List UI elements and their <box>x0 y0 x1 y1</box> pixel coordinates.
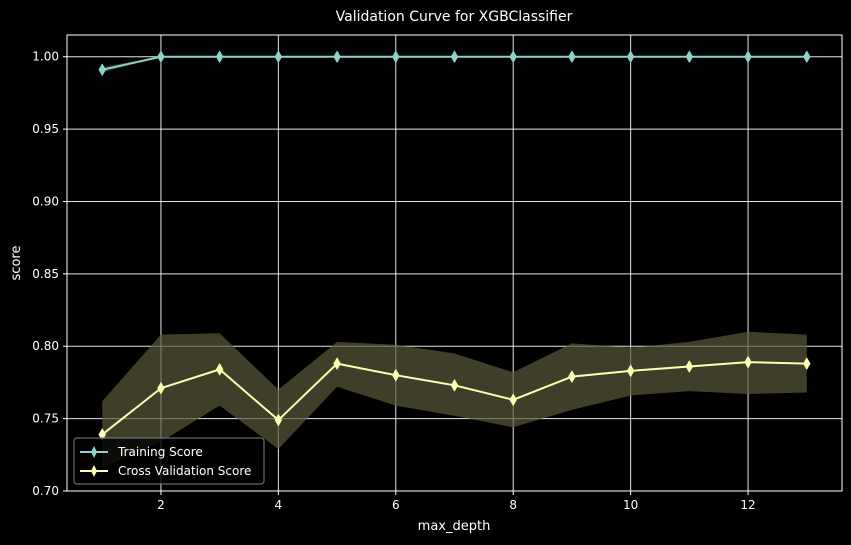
y-tick-label: 0.75 <box>32 412 59 426</box>
cross-validation-score-point <box>215 362 224 376</box>
x-tick-label: 10 <box>623 498 638 512</box>
y-tick-label: 0.70 <box>32 484 59 498</box>
legend-box <box>73 437 265 485</box>
plot-frame <box>66 34 843 492</box>
training-score-point <box>802 50 811 64</box>
x-tick-label: 2 <box>157 498 165 512</box>
x-tick-label: 12 <box>740 498 755 512</box>
training-score-point <box>568 50 576 64</box>
legend-label-training: Training Score <box>117 445 203 459</box>
training-score-point <box>157 50 165 64</box>
cross-validation-score-point <box>626 364 635 378</box>
cross-validation-score-point <box>333 357 341 371</box>
legend-marker-cross-validation <box>91 465 97 477</box>
training-score-point <box>333 50 341 64</box>
legend: Training Score Cross Validation Score <box>73 437 265 485</box>
legend-label-cross-validation: Cross Validation Score <box>118 464 251 478</box>
cross-validation-score-point <box>391 368 400 382</box>
training-score-point <box>98 63 107 77</box>
y-tick-label: 1.00 <box>32 50 59 64</box>
cross-validation-score-point <box>274 413 283 427</box>
x-tick-label: 6 <box>392 498 400 512</box>
cross-validation-score-point <box>157 381 165 395</box>
cross-validation-score-point <box>450 378 459 392</box>
training-score-point <box>391 50 400 64</box>
cross-validation-score-point <box>685 360 694 374</box>
chart-title: Validation Curve for XGBClassifier <box>336 9 573 25</box>
y-tick-label: 0.80 <box>32 339 59 353</box>
x-axis-ticks: 2 4 6 8 10 12 <box>157 491 756 512</box>
cross-validation-score-point <box>568 370 576 384</box>
training-score-point <box>450 50 459 64</box>
y-tick-label: 0.95 <box>32 122 59 136</box>
training-score-point <box>509 50 518 64</box>
cross-validation-score-point <box>509 393 518 407</box>
legend-marker-training <box>91 446 97 458</box>
y-axis-ticks: 0.70 0.75 0.80 0.85 0.90 0.95 1.00 <box>32 50 67 498</box>
training-score-point <box>274 50 283 64</box>
training-score-point <box>685 50 694 64</box>
training-score-point <box>744 50 752 64</box>
x-tick-label: 4 <box>275 498 283 512</box>
cross-validation-score-point <box>802 357 811 371</box>
x-tick-label: 8 <box>509 498 517 512</box>
cross-validation-score-point <box>744 355 752 369</box>
training-score-point <box>215 50 224 64</box>
y-axis-label: score <box>9 246 24 281</box>
y-tick-label: 0.90 <box>32 194 59 208</box>
training-score-point <box>626 50 635 64</box>
y-tick-label: 0.85 <box>32 267 59 281</box>
x-axis-label: max_depth <box>418 519 491 534</box>
